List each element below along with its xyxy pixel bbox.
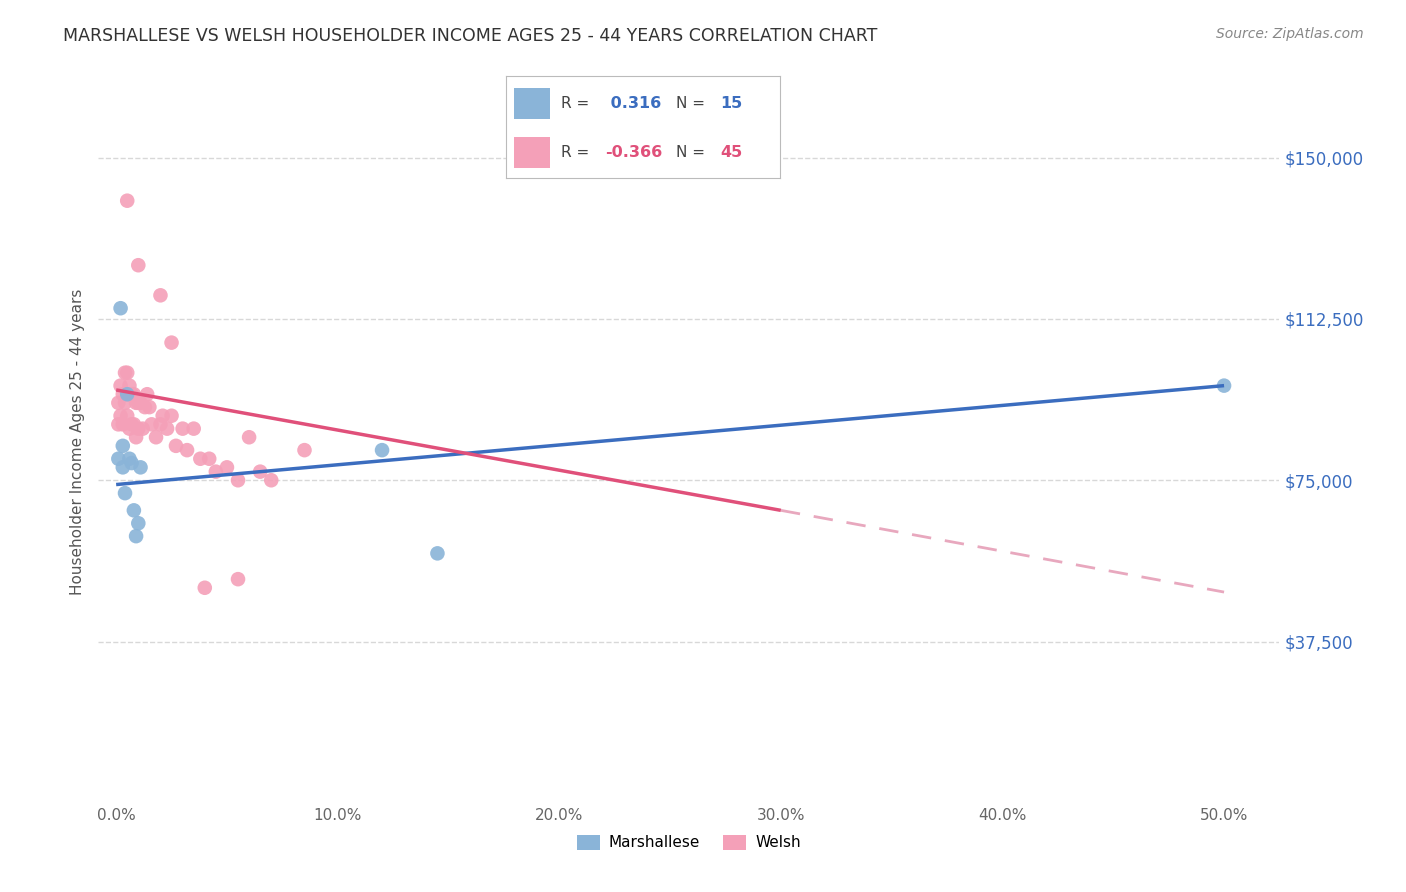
Legend: Marshallese, Welsh: Marshallese, Welsh (571, 829, 807, 856)
Point (125, 396, 148, 410)
Point (115, 366, 138, 380)
Point (294, 443, 316, 458)
Point (125, 529, 148, 543)
Point (226, 572, 249, 586)
Point (114, 366, 136, 380)
Point (122, 387, 145, 401)
Point (107, 417, 129, 432)
Point (122, 503, 145, 517)
Point (136, 387, 159, 401)
Point (1213, 378, 1236, 392)
Point (127, 422, 149, 436)
Text: 45: 45 (720, 145, 742, 161)
Point (127, 258, 149, 272)
Text: -0.366: -0.366 (605, 145, 662, 161)
Point (118, 422, 141, 436)
Point (111, 417, 134, 432)
Text: MARSHALLESE VS WELSH HOUSEHOLDER INCOME AGES 25 - 44 YEARS CORRELATION CHART: MARSHALLESE VS WELSH HOUSEHOLDER INCOME … (63, 27, 877, 45)
Point (249, 465, 271, 479)
Point (114, 486, 136, 500)
Point (107, 396, 129, 410)
Point (198, 451, 221, 466)
Text: N =: N = (676, 145, 710, 161)
Point (156, 422, 179, 436)
Point (149, 288, 172, 302)
Point (138, 400, 160, 414)
Text: 0.316: 0.316 (605, 96, 661, 111)
Point (176, 443, 198, 458)
Point (111, 439, 134, 453)
Point (111, 460, 134, 475)
Bar (515, 88, 550, 119)
Point (115, 409, 138, 423)
Point (149, 417, 172, 432)
Point (145, 430, 167, 444)
Point (129, 460, 152, 475)
Text: Source: ZipAtlas.com: Source: ZipAtlas.com (1216, 27, 1364, 41)
Point (122, 417, 145, 432)
Point (127, 396, 149, 410)
Point (160, 409, 183, 423)
Text: 15: 15 (720, 96, 742, 111)
Point (371, 443, 394, 458)
Point (238, 430, 260, 444)
Point (118, 451, 141, 466)
Point (205, 465, 228, 479)
Point (121, 417, 143, 432)
Point (183, 422, 205, 436)
Point (111, 387, 134, 401)
Point (127, 516, 149, 531)
Point (110, 301, 132, 316)
Point (215, 460, 238, 475)
Point (426, 546, 449, 560)
Point (115, 194, 138, 208)
Point (188, 451, 211, 466)
Point (165, 439, 187, 453)
Point (160, 335, 183, 350)
Point (132, 422, 155, 436)
Point (115, 387, 138, 401)
Text: R =: R = (561, 96, 595, 111)
Bar (515, 137, 550, 168)
Point (110, 409, 132, 423)
Y-axis label: Householder Income Ages 25 - 44 years: Householder Income Ages 25 - 44 years (69, 288, 84, 595)
Point (141, 417, 163, 432)
Point (129, 396, 152, 410)
Text: R =: R = (561, 145, 595, 161)
Point (152, 409, 174, 423)
Point (118, 378, 141, 392)
Point (114, 396, 136, 410)
Point (121, 456, 143, 470)
Point (121, 387, 143, 401)
Point (125, 430, 148, 444)
Point (107, 451, 129, 466)
Point (115, 387, 138, 401)
Point (134, 400, 156, 414)
Point (226, 473, 249, 487)
Point (194, 581, 217, 595)
Text: N =: N = (676, 96, 710, 111)
Point (110, 378, 132, 392)
Point (260, 473, 283, 487)
Point (172, 422, 194, 436)
